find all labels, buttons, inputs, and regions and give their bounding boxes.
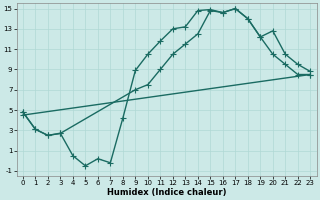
X-axis label: Humidex (Indice chaleur): Humidex (Indice chaleur)	[107, 188, 226, 197]
